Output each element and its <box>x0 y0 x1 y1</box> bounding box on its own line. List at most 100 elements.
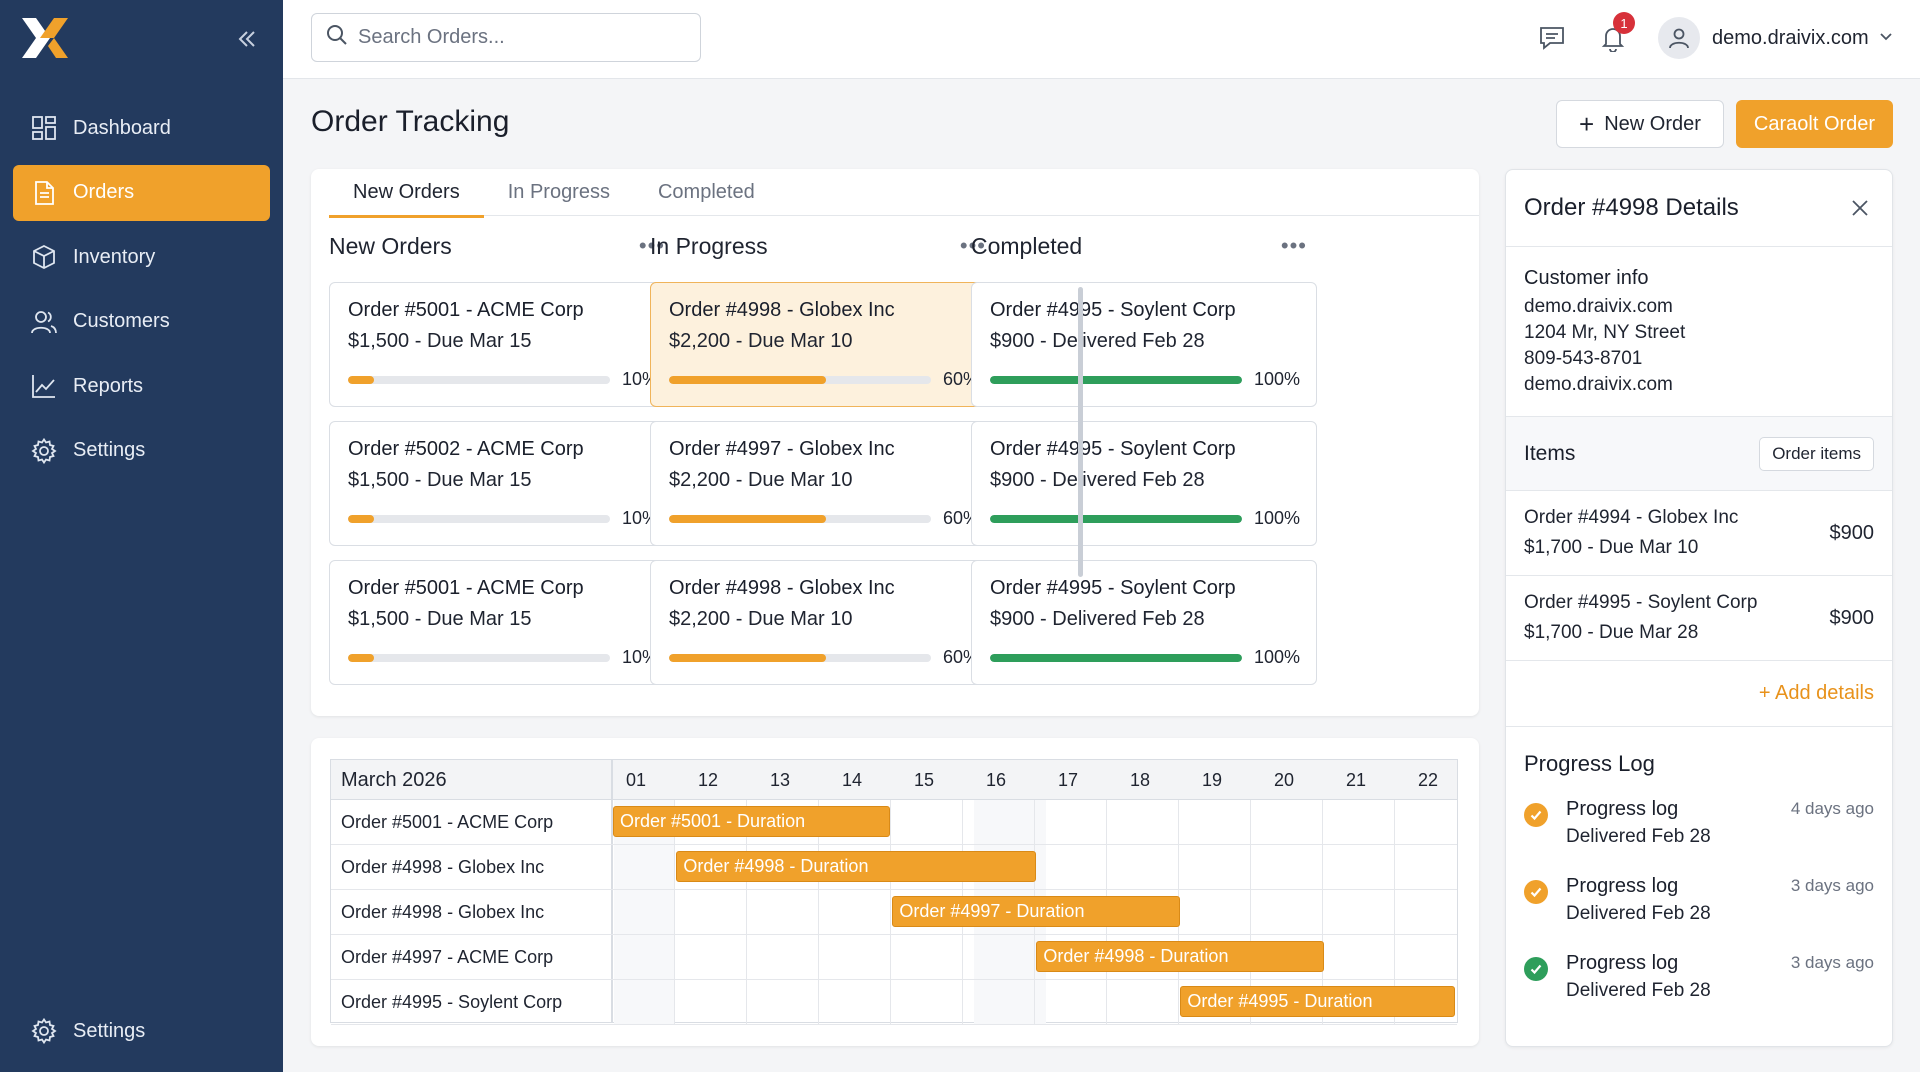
search-input[interactable] <box>358 26 678 49</box>
order-card-title: Order #5001 - ACME Corp <box>348 299 584 321</box>
cancel-order-button[interactable]: Caraolt Order <box>1736 100 1893 148</box>
gantt-bar[interactable]: Order #5001 - Duration <box>613 806 891 837</box>
items-section: Items Order items Order #4994 - Globex I… <box>1506 417 1892 661</box>
chevron-down-icon <box>1879 29 1893 48</box>
sidebar-item-inventory[interactable]: Inventory <box>13 229 270 285</box>
gantt-day-label: 18 <box>1129 769 1151 790</box>
order-card[interactable]: Order #4997 - Globex Inc $2,200 - Due Mar… <box>650 421 996 546</box>
progress-percent: 10% <box>621 369 658 389</box>
plus-icon: + <box>1579 109 1595 139</box>
progress-fill <box>348 514 375 523</box>
collapse-sidebar-icon[interactable] <box>232 24 262 54</box>
gantt-day-label: 17 <box>1057 769 1079 790</box>
new-order-label: New Order <box>1604 112 1701 135</box>
user-menu[interactable]: demo.draivix.com <box>1658 15 1893 61</box>
order-card[interactable]: Order #5001 - ACME Corp $1,500 - Due Mar … <box>329 560 675 685</box>
order-card[interactable]: Order #4998 - Globex Inc $2,200 - Due Mar… <box>650 282 996 407</box>
more-options-icon[interactable]: ••• <box>959 233 986 258</box>
detail-item-order: Order #4995 - Soylent Corp <box>1524 592 1758 613</box>
gantt-day-label: 16 <box>985 769 1007 790</box>
order-card[interactable]: Order #5001 - ACME Corp $1,500 - Due Mar … <box>329 282 675 407</box>
gantt-day-label: 19 <box>1201 769 1223 790</box>
detail-item[interactable]: Order #4994 - Globex Inc $1,700 - Due Ma… <box>1506 490 1892 575</box>
gantt-bar[interactable]: Order #4998 - Duration <box>1036 941 1325 972</box>
progress-bar <box>669 514 931 523</box>
progress-row: 60% <box>669 369 979 390</box>
notifications-icon[interactable]: 1 <box>1597 12 1635 54</box>
order-card-subtitle: $1,500 - Due Mar 15 <box>348 608 532 630</box>
messages-icon[interactable] <box>1536 22 1568 54</box>
more-options-icon[interactable]: ••• <box>638 233 665 258</box>
order-card-subtitle: $900 - Delivered Feb 28 <box>990 608 1205 630</box>
notification-badge: 1 <box>1613 12 1635 34</box>
progress-percent: 100% <box>1253 369 1300 389</box>
customer-line: demo.draivix.com <box>1524 296 1673 317</box>
sidebar-item-label: Settings <box>73 1019 146 1042</box>
progress-fill <box>990 514 1242 523</box>
check-icon <box>1524 957 1548 981</box>
brand-logo[interactable] <box>20 16 72 62</box>
sidebar-item-label: Reports <box>73 374 144 397</box>
items-header: Items Order items <box>1506 417 1892 490</box>
progress-percent: 10% <box>621 508 658 528</box>
progress-percent: 100% <box>1253 647 1300 667</box>
sidebar: Dashboard Orders Inventory Customers Rep… <box>0 0 283 1072</box>
gantt-day-label: 22 <box>1417 769 1439 790</box>
log-timestamp: 4 days ago <box>1790 799 1874 818</box>
customer-info-title: Customer info <box>1524 267 1649 289</box>
tab-new-orders[interactable]: New Orders <box>329 169 484 218</box>
detail-item-sub: $1,700 - Due Mar 28 <box>1524 622 1699 643</box>
kanban-column: New Orders ••• Order #5001 - ACME Corp $1,5… <box>329 224 675 685</box>
sidebar-item-orders[interactable]: Orders <box>13 164 270 221</box>
sidebar-item-dashboard[interactable]: Dashboard <box>13 100 270 156</box>
add-details-link[interactable]: + Add details <box>1758 682 1874 704</box>
sidebar-item-label: Dashboard <box>73 116 171 139</box>
gantt-gridline <box>1250 800 1251 1024</box>
progress-percent: 60% <box>942 369 979 389</box>
tab-in-progress[interactable]: In Progress <box>507 181 610 203</box>
detail-item-text: Order #4994 - Globex Inc $1,700 - Due Ma… <box>1524 503 1738 563</box>
order-card[interactable]: Order #4995 - Soylent Corp $900 - Deliver… <box>971 282 1317 407</box>
new-order-button[interactable]: + New Order <box>1556 100 1724 148</box>
customer-line: 1204 Mr, NY Street <box>1524 322 1686 343</box>
gantt-bar[interactable]: Order #4998 - Duration <box>676 851 1037 882</box>
sidebar-item-settings[interactable]: Settings <box>13 423 270 479</box>
progress-fill <box>669 375 827 384</box>
order-card-subtitle: $900 - Delivered Feb 28 <box>990 330 1205 352</box>
order-card-title: Order #4995 - Soylent Corp <box>990 438 1236 460</box>
progress-bar <box>990 514 1242 523</box>
column-title: Completed <box>971 232 1083 259</box>
column-scrollbar[interactable] <box>1078 287 1083 577</box>
sidebar-item-settings-bottom[interactable]: Settings <box>13 1003 270 1059</box>
gantt-day-label: 21 <box>1345 769 1367 790</box>
column-title: In Progress <box>650 232 768 259</box>
progress-log-item: Progress log Delivered Feb 28 3 days ago <box>1524 949 1874 1026</box>
progress-percent: 60% <box>942 647 979 667</box>
progress-row: 60% <box>669 508 979 529</box>
gantt-bar[interactable]: Order #4995 - Duration <box>1180 986 1456 1017</box>
detail-item-price: $900 <box>1829 606 1875 629</box>
order-card[interactable]: Order #4995 - Soylent Corp $900 - Deliver… <box>971 421 1317 546</box>
tab-completed[interactable]: Completed <box>657 181 755 203</box>
gantt-bar[interactable]: Order #4997 - Duration <box>892 896 1181 927</box>
order-items-button[interactable]: Order items <box>1759 436 1874 471</box>
progress-bar <box>990 375 1242 384</box>
detail-item[interactable]: Order #4995 - Soylent Corp $1,700 - Due … <box>1506 575 1892 660</box>
progress-percent: 10% <box>621 647 658 667</box>
order-card[interactable]: Order #4998 - Globex Inc $2,200 - Due Mar… <box>650 560 996 685</box>
gantt-day-label: 01 <box>625 769 647 790</box>
progress-row: 10% <box>348 369 658 390</box>
order-card[interactable]: Order #4995 - Soylent Corp $900 - Deliver… <box>971 560 1317 685</box>
order-card[interactable]: Order #5002 - ACME Corp $1,500 - Due Mar … <box>329 421 675 546</box>
gantt-header: March 2026 01 12 13 14 15 16 17 18 19 20 21 22 <box>331 760 1457 800</box>
gantt-gridline <box>818 800 819 1024</box>
sidebar-item-reports[interactable]: Reports <box>13 358 270 414</box>
search-box[interactable] <box>311 13 701 62</box>
gantt-day-label: 15 <box>913 769 935 790</box>
gantt-chart: March 2026 01 12 13 14 15 16 17 18 19 20 21 22 Orde… <box>330 759 1458 1025</box>
column-header: Completed ••• <box>971 224 1317 268</box>
sidebar-item-customers[interactable]: Customers <box>13 294 270 350</box>
more-options-icon[interactable]: ••• <box>1280 233 1307 258</box>
progress-row: 60% <box>669 647 979 668</box>
close-icon[interactable] <box>1846 194 1874 222</box>
